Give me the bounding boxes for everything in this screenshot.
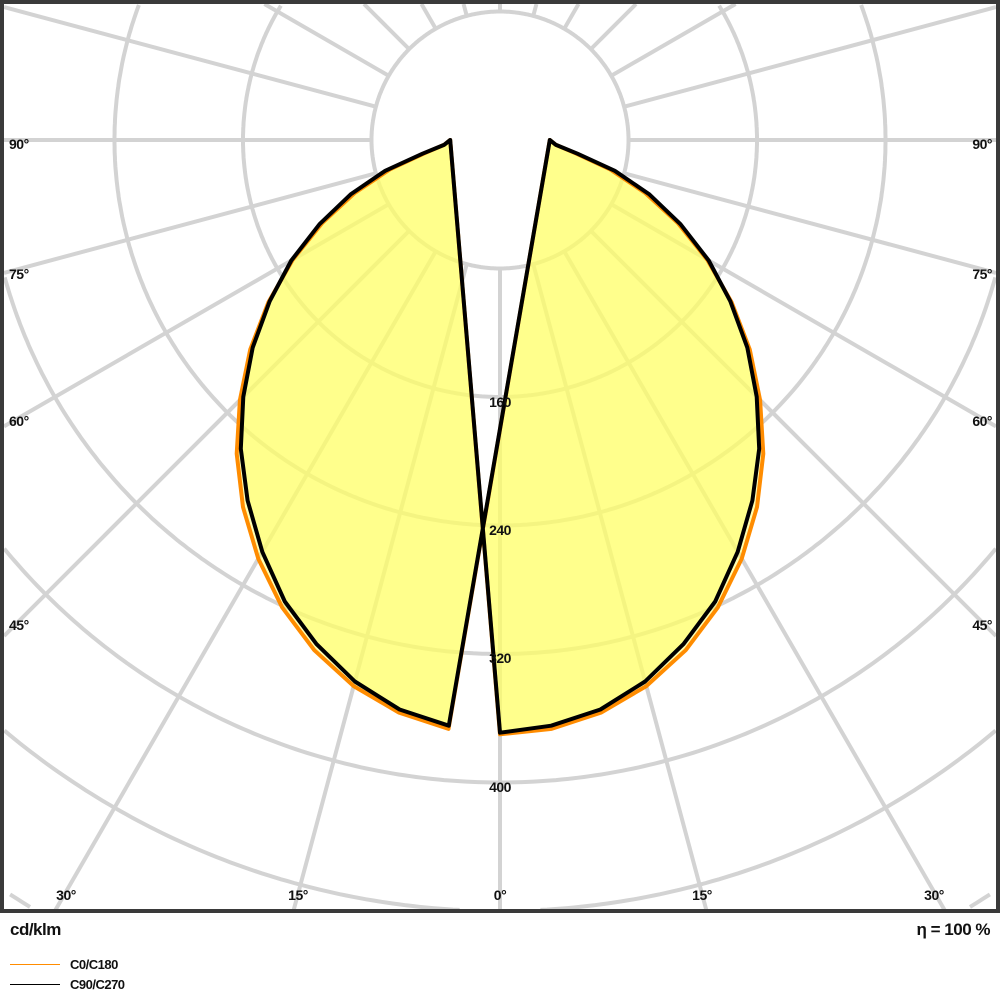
angle-tick-label: 15° (692, 887, 712, 903)
grid-ring (500, 547, 998, 785)
angle-tick-labels-right: 90° 75° 60° 45° (972, 136, 992, 633)
grid-ring (968, 892, 991, 909)
angle-tick-label: 30° (924, 887, 944, 903)
efficiency-label: η = 100 % (916, 920, 991, 939)
grid-spoke (362, 2, 411, 51)
angle-tick-label: 60° (9, 413, 29, 429)
angle-tick-label: 75° (9, 266, 29, 282)
angle-tick-label: 60° (972, 413, 992, 429)
grid-ring (3, 729, 460, 912)
angle-tick-labels-bottom: 30° 15° 0° 15° 30° (56, 887, 944, 903)
angle-tick-label: 0° (494, 887, 506, 903)
unit-label: cd/klm (10, 920, 61, 939)
legend-label: C0/C180 (70, 957, 118, 972)
grid-spoke (623, 5, 997, 109)
angle-tick-label: 30° (56, 887, 76, 903)
angle-tick-label: 90° (9, 136, 29, 152)
grid-ring (9, 892, 32, 909)
intensity-curves (234, 138, 766, 737)
curve-c90-c270 (238, 138, 762, 735)
grid-spoke (623, 171, 997, 275)
legend-item-c0-c180: C0/C180 (10, 957, 118, 972)
radial-tick-labels: 160 240 320 400 (489, 394, 512, 795)
grid-spoke (461, 3, 469, 17)
grid-ring (2, 547, 500, 785)
angle-tick-label: 90° (972, 136, 992, 152)
grid-spoke (589, 2, 638, 51)
legend-swatch (10, 984, 60, 985)
grid-spoke (562, 2, 581, 30)
legend-swatch (10, 964, 60, 965)
grid-spoke (531, 3, 539, 17)
grid-spoke (610, 2, 737, 78)
grid-spoke (3, 5, 377, 109)
angle-tick-label: 45° (972, 617, 992, 633)
plot-frame (0, 0, 1000, 913)
angle-tick-label: 45° (9, 617, 29, 633)
grid-spoke (419, 3, 438, 30)
radial-tick-label: 400 (489, 779, 512, 795)
legend-item-c90-c270: C90/C270 (10, 977, 125, 992)
radial-tick-label: 240 (489, 522, 512, 538)
angle-tick-labels-left: 90° 75° 60° 45° (9, 136, 29, 633)
radial-tick-label: 160 (489, 394, 512, 410)
grid-spoke (3, 171, 377, 275)
angle-tick-label: 15° (288, 887, 308, 903)
grid-ring (540, 729, 997, 912)
angle-tick-label: 75° (972, 266, 992, 282)
radial-tick-label: 320 (489, 650, 512, 666)
legend-label: C90/C270 (70, 977, 125, 992)
grid-spoke (263, 2, 390, 78)
